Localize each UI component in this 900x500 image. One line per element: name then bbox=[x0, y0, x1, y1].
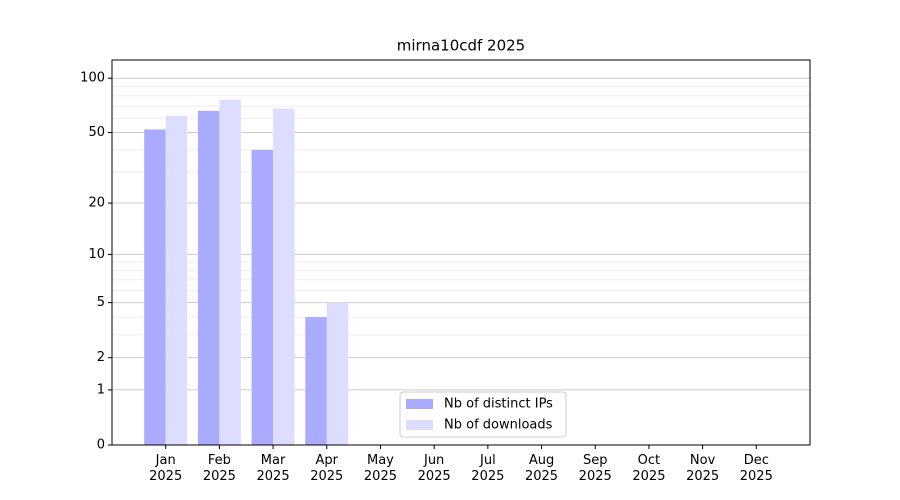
plot-frame bbox=[111, 59, 811, 446]
bar bbox=[326, 302, 349, 445]
x-tick-label: Mar 2025 bbox=[256, 453, 290, 484]
x-tick-label: Dec 2025 bbox=[739, 453, 773, 484]
bar bbox=[144, 129, 166, 446]
y-tick-label: 10 bbox=[88, 247, 105, 262]
legend-swatch bbox=[406, 399, 433, 409]
legend-label: Nb of downloads bbox=[444, 418, 553, 433]
y-tick-label: 0 bbox=[97, 438, 105, 453]
legend-label: Nb of distinct IPs bbox=[444, 397, 553, 412]
bar bbox=[165, 115, 188, 445]
y-tick-label: 2 bbox=[97, 350, 105, 365]
x-tick-label: Apr 2025 bbox=[310, 453, 344, 484]
bar bbox=[273, 108, 295, 446]
legend-box bbox=[399, 391, 567, 438]
x-tick-label: May 2025 bbox=[363, 453, 397, 484]
y-tick-label: 50 bbox=[88, 125, 105, 140]
bar bbox=[305, 317, 327, 445]
bar bbox=[251, 149, 274, 445]
x-tick-label: Sep 2025 bbox=[578, 453, 612, 484]
x-tick-label: Jun 2025 bbox=[417, 453, 451, 484]
y-tick-label: 1 bbox=[97, 382, 105, 397]
bar bbox=[219, 99, 241, 446]
x-tick-label: Aug 2025 bbox=[524, 453, 559, 484]
chart-title: mirna10cdf 2025 bbox=[397, 37, 525, 55]
legend-swatch bbox=[406, 420, 433, 430]
y-tick-label: 100 bbox=[80, 71, 105, 86]
x-tick-label: Oct 2025 bbox=[632, 453, 666, 484]
x-tick-label: Feb 2025 bbox=[202, 453, 236, 484]
bar bbox=[197, 110, 220, 445]
y-tick-label: 5 bbox=[97, 295, 105, 310]
y-tick-label: 20 bbox=[88, 196, 105, 211]
x-tick-label: Jul 2025 bbox=[471, 453, 505, 484]
x-tick-label: Nov 2025 bbox=[686, 453, 720, 484]
x-tick-label: Jan 2025 bbox=[149, 453, 183, 484]
